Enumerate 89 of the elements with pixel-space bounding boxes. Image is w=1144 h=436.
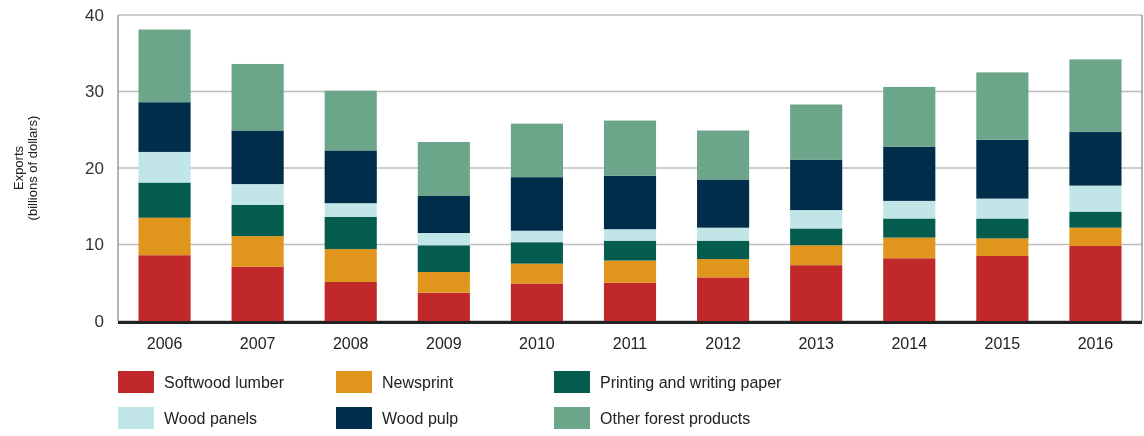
bar [976,198,1029,219]
bar [976,255,1029,321]
bar [697,277,750,321]
bar [417,272,470,293]
bar [417,233,470,246]
x-tick-label: 2015 [984,335,1021,352]
x-tick-label: 2011 [612,335,648,352]
bar [790,159,843,211]
bar [603,282,657,321]
bar [697,130,750,180]
bar [790,104,843,160]
x-tick-label: 2014 [891,335,928,352]
bar [324,281,377,321]
bar [603,229,657,241]
bar [976,218,1029,239]
bar [1069,211,1122,228]
legend-label: Printing and writing paper [600,373,783,391]
bar [603,260,657,283]
bar [510,230,563,243]
bar [231,130,284,185]
y-tick-label: 40 [85,5,104,25]
bar [510,242,563,264]
x-tick-label: 2010 [519,335,555,352]
y-tick-label: 10 [85,235,104,255]
bar [976,72,1029,140]
bar [231,236,284,267]
bar [138,217,191,256]
bar [231,184,284,205]
bar [324,249,377,282]
bar [883,86,936,147]
bar [324,150,377,204]
bar [790,210,843,229]
bar [976,139,1029,199]
bar [510,263,563,284]
bar [1069,132,1122,186]
bar [324,203,377,217]
bar [138,29,191,103]
bar [883,200,936,219]
bar [790,265,843,321]
bar [697,259,750,278]
legend-label: Wood panels [164,409,258,427]
y-tick-label: 30 [85,82,104,102]
bar [790,245,843,266]
bar [1069,185,1122,212]
bar [1069,246,1122,321]
x-tick-label: 2007 [239,335,276,352]
bar [138,151,191,183]
bar [417,195,470,234]
x-tick-label: 2006 [146,335,183,352]
bar [697,179,750,228]
bar [697,240,750,260]
y-tick-label: 20 [85,158,104,178]
y-axis-title: Exports (billions of dollars) [10,115,41,221]
bar [231,266,284,321]
bar [324,90,377,151]
legend-label: Softwood lumber [164,373,285,391]
bar [231,63,284,131]
x-tick-label: 2009 [426,335,462,352]
bar [510,123,563,178]
legend-label: Other forest products [600,409,751,427]
legend-label: Newsprint [382,373,454,391]
bar [790,228,843,246]
bar [417,292,470,321]
bar [603,120,657,176]
bar [1069,59,1122,133]
bar [603,175,657,230]
bar [883,258,936,321]
bar [883,218,936,238]
y-tick-label: 0 [94,311,104,331]
bar [883,237,936,259]
bar [138,182,191,218]
bar [510,283,563,321]
x-tick-label: 2012 [705,335,741,352]
bar [976,238,1029,256]
bar [1069,227,1122,247]
bar [603,240,657,261]
bar [417,245,470,273]
bar [510,177,563,231]
bar [231,204,284,237]
x-tick-label: 2013 [798,335,835,352]
bar [324,216,377,250]
bar [697,227,750,241]
legend-label: Wood pulp [382,409,459,427]
bar [417,141,470,196]
bar [138,102,191,152]
x-tick-label: 2008 [332,335,369,352]
bar [883,146,936,201]
bar [138,255,191,321]
x-tick-label: 2016 [1077,335,1114,352]
